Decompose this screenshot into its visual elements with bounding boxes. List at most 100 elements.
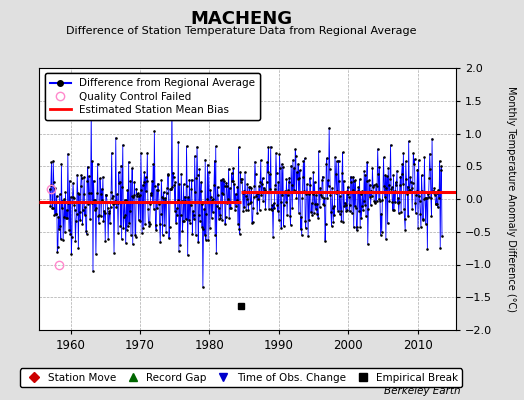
Point <box>325 125 333 131</box>
Point <box>318 176 326 183</box>
Point <box>118 142 127 148</box>
Point <box>432 190 441 196</box>
Point <box>268 202 277 208</box>
Point <box>341 202 350 208</box>
Point <box>63 215 71 221</box>
Point <box>167 186 176 192</box>
Point <box>380 194 389 200</box>
Point <box>260 189 268 195</box>
Point <box>406 187 414 193</box>
Point <box>192 175 201 182</box>
Point <box>232 202 241 209</box>
Point <box>192 232 200 238</box>
Point <box>136 218 145 224</box>
Point <box>91 197 100 203</box>
Y-axis label: Monthly Temperature Anomaly Difference (°C): Monthly Temperature Anomaly Difference (… <box>506 86 516 312</box>
Point <box>312 192 321 198</box>
Point <box>329 205 337 212</box>
Point <box>332 190 341 196</box>
Point <box>204 169 213 175</box>
Point <box>179 181 188 188</box>
Point <box>93 190 101 196</box>
Point <box>115 179 124 186</box>
Point <box>56 223 64 229</box>
Point <box>422 195 431 201</box>
Point <box>275 217 283 223</box>
Point <box>190 216 198 222</box>
Point <box>381 236 390 242</box>
Point <box>313 201 322 207</box>
Point <box>424 194 433 200</box>
Point <box>261 206 270 212</box>
Point <box>79 207 87 214</box>
Point <box>297 226 305 232</box>
Point <box>345 208 354 215</box>
Point <box>93 160 102 167</box>
Point <box>375 196 383 202</box>
Point <box>154 187 162 193</box>
Point <box>409 179 417 186</box>
Point <box>64 200 73 206</box>
Point <box>235 231 244 237</box>
Point <box>359 207 367 214</box>
Point <box>243 196 251 202</box>
Point <box>258 181 266 187</box>
Point <box>239 188 248 194</box>
Point <box>107 188 115 195</box>
Point <box>290 164 298 171</box>
Point <box>364 241 372 248</box>
Point <box>150 128 159 134</box>
Point <box>330 212 339 218</box>
Point <box>307 209 315 215</box>
Point <box>142 188 150 195</box>
Point <box>293 169 301 175</box>
Point <box>70 202 79 208</box>
Point <box>140 178 148 185</box>
Point <box>222 214 230 220</box>
Point <box>339 218 347 225</box>
Point <box>70 194 78 201</box>
Point <box>358 188 367 195</box>
Point <box>96 190 105 197</box>
Point <box>163 184 171 191</box>
Point <box>241 169 249 175</box>
Point <box>224 196 232 202</box>
Point <box>337 218 346 225</box>
Point <box>219 191 227 198</box>
Point <box>74 245 83 252</box>
Point <box>286 213 294 219</box>
Point <box>361 172 369 178</box>
Point <box>157 211 165 217</box>
Point <box>282 176 291 182</box>
Point <box>187 202 195 208</box>
Point <box>254 195 263 202</box>
Point <box>248 219 257 225</box>
Point <box>238 176 246 182</box>
Point <box>320 201 328 208</box>
Point <box>368 192 376 199</box>
Point <box>415 192 423 199</box>
Point <box>163 171 172 177</box>
Point <box>318 194 326 200</box>
Point <box>398 171 406 178</box>
Point <box>411 210 420 216</box>
Point <box>246 200 255 206</box>
Point <box>120 214 128 220</box>
Point <box>193 144 201 150</box>
Point <box>68 194 77 200</box>
Point <box>233 184 242 190</box>
Point <box>157 177 166 183</box>
Point <box>113 191 121 198</box>
Point <box>352 205 360 212</box>
Point <box>161 195 169 202</box>
Point <box>376 198 384 204</box>
Point <box>349 174 357 180</box>
Point <box>209 196 217 202</box>
Point <box>333 158 341 165</box>
Point <box>401 158 410 164</box>
Point <box>225 214 233 221</box>
Point <box>397 208 405 215</box>
Point <box>321 238 329 244</box>
Point <box>247 199 255 206</box>
Point <box>112 134 120 141</box>
